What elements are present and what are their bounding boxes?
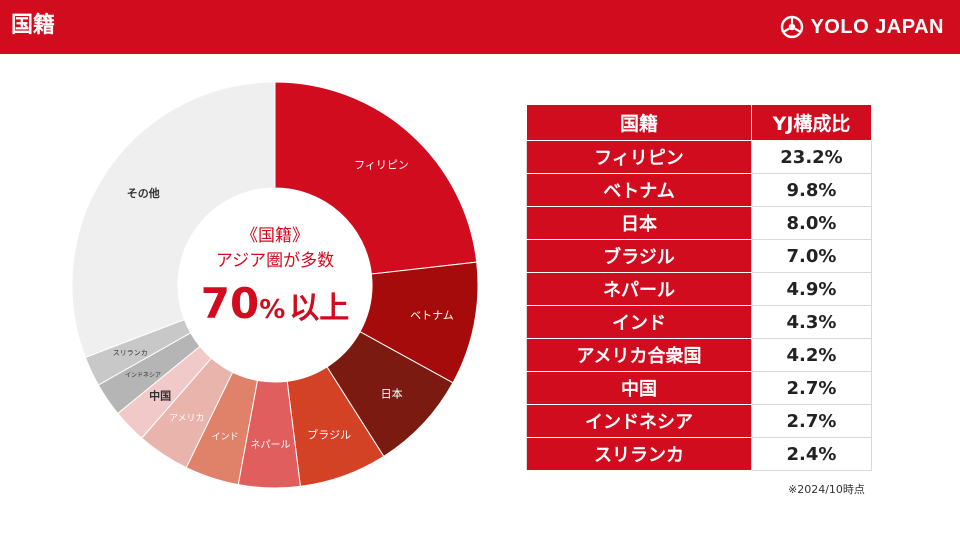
logo-text: YOLO JAPAN <box>810 15 944 38</box>
table-cell-name: 中国 <box>526 371 752 405</box>
table-cell-name: インドネシア <box>526 404 752 438</box>
table-cell-name: ネパール <box>526 272 752 306</box>
slice-label-7: 中国 <box>149 388 171 402</box>
slice-label-3: ブラジル <box>307 428 351 442</box>
table-row: ベトナム 9.8% <box>526 173 872 207</box>
table-cell-value: 23.2% <box>751 140 872 174</box>
table-cell-name: スリランカ <box>526 437 752 471</box>
table-cell-name: ブラジル <box>526 239 752 273</box>
table-cell-value: 8.0% <box>751 206 872 240</box>
table-cell-name: インド <box>526 305 752 339</box>
table-cell-value: 9.8% <box>751 173 872 207</box>
donut-center-text: 《国籍》 アジア圏が多数 70% 以上 <box>175 224 375 337</box>
table-cell-value: 4.2% <box>751 338 872 372</box>
table-header-ratio: YJ構成比 <box>751 104 872 141</box>
table-row: 日本 8.0% <box>526 206 872 240</box>
center-caption: 《国籍》 <box>241 226 309 246</box>
table-row: ネパール 4.9% <box>526 272 872 306</box>
table-header-nationality: 国籍 <box>526 104 752 141</box>
table-row: スリランカ 2.4% <box>526 437 872 471</box>
table-cell-value: 2.4% <box>751 437 872 471</box>
slice-label-10: その他 <box>127 186 160 200</box>
center-percent: % <box>259 295 286 325</box>
center-subcaption: アジア圏が多数 <box>215 251 335 271</box>
table-cell-value: 7.0% <box>751 239 872 273</box>
slice-label-4: ネパール <box>250 439 290 451</box>
table-cell-value: 2.7% <box>751 371 872 405</box>
table-row: アメリカ合衆国 4.2% <box>526 338 872 372</box>
center-number: 70 <box>200 279 260 328</box>
logo-mark-icon <box>781 15 804 39</box>
nationality-table: 国籍 YJ構成比 フィリピン 23.2% ベトナム 9.8% 日本 8.0% ブラジル… <box>526 104 872 471</box>
slice-0 <box>274 81 478 275</box>
header-bar: 国籍 YOLO JAPAN <box>0 0 960 54</box>
slice-label-0: フィリピン <box>354 159 409 172</box>
slice-10 <box>71 81 276 358</box>
table-cell-name: アメリカ合衆国 <box>526 338 752 372</box>
table-cell-name: 日本 <box>526 206 752 240</box>
slice-label-2: 日本 <box>381 387 403 401</box>
yolo-japan-logo: YOLO JAPAN <box>780 14 944 40</box>
slice-label-1: ベトナム <box>410 309 454 322</box>
table-row: ブラジル 7.0% <box>526 239 872 273</box>
table-cell-name: ベトナム <box>526 173 752 207</box>
table-row: インド 4.3% <box>526 305 872 339</box>
table-cell-value: 4.9% <box>751 272 872 306</box>
table-row: フィリピン 23.2% <box>526 140 872 174</box>
slice-label-9: スリランカ <box>113 349 148 357</box>
slice-label-5: インド <box>212 433 239 443</box>
slice-label-6: アメリカ <box>169 413 205 424</box>
center-highlight: 70% 以上 <box>175 280 375 337</box>
table-row: インドネシア 2.7% <box>526 404 872 438</box>
footnote: ※2024/10時点 <box>788 483 865 496</box>
page-title: 国籍 <box>11 13 56 38</box>
table-header-row: 国籍 YJ構成比 <box>526 104 872 141</box>
table-cell-name: フィリピン <box>526 140 752 174</box>
table-cell-value: 2.7% <box>751 404 872 438</box>
table-row: 中国 2.7% <box>526 371 872 405</box>
slice-label-8: インドネシア <box>125 372 161 379</box>
table-cell-value: 4.3% <box>751 305 872 339</box>
center-suffix: 以上 <box>289 291 350 326</box>
